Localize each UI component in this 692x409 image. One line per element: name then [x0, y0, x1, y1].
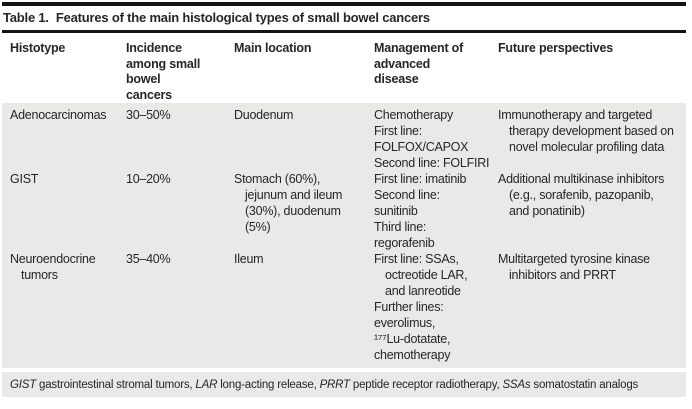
abbreviation: LAR	[195, 379, 218, 391]
cell-line: 35–40%	[126, 252, 171, 266]
cell-line: Stomach (60%),	[234, 172, 321, 186]
table-cell: Adenocarcinomas	[10, 107, 126, 171]
table-cell: Neuroendocrine tumors	[10, 251, 126, 363]
abbreviation-definition: peptide receptor radiotherapy,	[349, 379, 503, 391]
table-caption: Features of the main histological types …	[55, 10, 430, 25]
cell-line: chemotherapy	[374, 348, 451, 362]
header-line: Incidence	[126, 41, 182, 55]
top-rule	[2, 2, 686, 6]
table-cell: GIST	[10, 171, 126, 251]
abbreviation-definition: gastrointestinal stromal tumors,	[36, 379, 196, 391]
table-cell: 10–20%	[126, 171, 234, 251]
cell-line: Additional multikinase inhibitors	[498, 172, 665, 186]
header-line: Management of	[374, 41, 464, 55]
cell-line: regorafenib	[374, 236, 435, 250]
cell-line: (30%), duodenum	[245, 204, 341, 218]
cell-line: tumors	[21, 268, 58, 282]
table-cell: 30–50%	[126, 107, 234, 171]
header-line: advanced	[374, 56, 431, 71]
cell-line: sunitinib	[374, 204, 418, 218]
cell-line: and ponatinib)	[509, 204, 585, 218]
cell-line: First line: imatinib	[374, 172, 467, 186]
cell-line: Immunotherapy and targeted	[498, 108, 653, 122]
abbreviation: PRRT	[319, 379, 351, 391]
cell-line: therapy development based on	[509, 124, 674, 138]
header-line: Main location	[234, 41, 312, 55]
table-row: Neuroendocrine tumors 35–40% Ileum First lin…	[10, 251, 686, 363]
cell-line: First line:	[374, 124, 422, 138]
table-cell: Immunotherapy and targeted therapy develo…	[498, 107, 686, 171]
cell-line: First line: SSAs,	[374, 252, 459, 266]
abbreviation-definition: somatostatin analogs	[530, 379, 639, 391]
cell-line: Adenocarcinomas	[10, 108, 107, 122]
table-cell: Stomach (60%), jejunum and ileum (30%), du…	[234, 171, 374, 251]
header-top-rule	[2, 30, 686, 33]
cell-line: (5%)	[245, 220, 271, 234]
abbreviation: SSAs	[502, 379, 531, 391]
table-cell: Ileum	[234, 251, 374, 363]
cell-line: Further lines:	[374, 300, 444, 314]
header-row: Histotype Incidence among small bowel cancer…	[2, 41, 686, 103]
cell-line: jejunum and ileum	[245, 188, 343, 202]
cell-line: 30–50%	[126, 108, 171, 122]
column-header-1: Histotype	[10, 41, 126, 103]
header-line: cancers	[126, 87, 172, 102]
cell-line: FOLFOX/CAPOX	[374, 140, 469, 154]
cell-line: octreotide LAR,	[385, 268, 468, 282]
cell-line: Second line:	[374, 188, 440, 202]
cell-line: (e.g., sorafenib, pazopanib,	[509, 188, 654, 202]
cell-line: Second line: FOLFIRI	[374, 156, 490, 170]
header-line: Histotype	[10, 41, 66, 55]
abbreviation: GIST	[10, 379, 37, 391]
cell-line: Third line:	[374, 220, 427, 234]
cell-line: Ileum	[234, 252, 264, 266]
cell-line: inhibitors and PRRT	[509, 268, 616, 282]
cell-line: Neuroendocrine	[10, 252, 96, 266]
table-footnote: GIST gastrointestinal stromal tumors, LA…	[2, 372, 686, 397]
cell-line: Duodenum	[234, 108, 294, 122]
column-header-3: Main location	[234, 41, 374, 103]
header-line: bowel	[126, 72, 161, 86]
table-body: Adenocarcinomas 30–50% Duodenum Chemotherap…	[2, 103, 686, 368]
column-header-2: Incidence among small bowel cancers	[126, 41, 234, 103]
cell-line: and lanreotide	[385, 284, 461, 298]
cell-line: Multitargeted tyrosine kinase	[498, 252, 650, 266]
table-cell: Additional multikinase inhibitors (e.g., …	[498, 171, 686, 251]
table-cell: First line: imatinib Second line: sunitini…	[374, 171, 498, 251]
table-cell: 35–40%	[126, 251, 234, 363]
cell-line: everolimus,	[374, 316, 436, 330]
cell-line: Chemotherapy	[374, 108, 453, 122]
abbreviation-definition: long-acting release,	[217, 379, 320, 391]
table-cell: Multitargeted tyrosine kinase inhibitors …	[498, 251, 686, 363]
cell-line: 10–20%	[126, 172, 171, 186]
table-cell: Chemotherapy First line: FOLFOX/CAPOX Secon…	[374, 107, 498, 171]
table-row: Adenocarcinomas 30–50% Duodenum Chemotherap…	[10, 107, 686, 171]
header-line: Future perspectives	[498, 41, 613, 55]
table-cell: First line: SSAs, octreotide LAR, and lanr…	[374, 251, 498, 363]
column-header-4: Management of advanced disease	[374, 41, 498, 103]
cell-line: ¹⁷⁷Lu-dotatate,	[374, 332, 451, 346]
table-cell: Duodenum	[234, 107, 374, 171]
cell-line: GIST	[10, 172, 39, 186]
table-title: Table 1. Features of the main histologica…	[3, 10, 430, 25]
column-header-5: Future perspectives	[498, 41, 686, 103]
header-line: disease	[374, 72, 419, 86]
header-line: among small	[126, 56, 201, 71]
table-row: GIST 10–20% Stomach (60%), jejunum and ileu…	[10, 171, 686, 251]
table-number: Table 1.	[3, 10, 49, 25]
cell-line: novel molecular profiling data	[509, 140, 665, 154]
